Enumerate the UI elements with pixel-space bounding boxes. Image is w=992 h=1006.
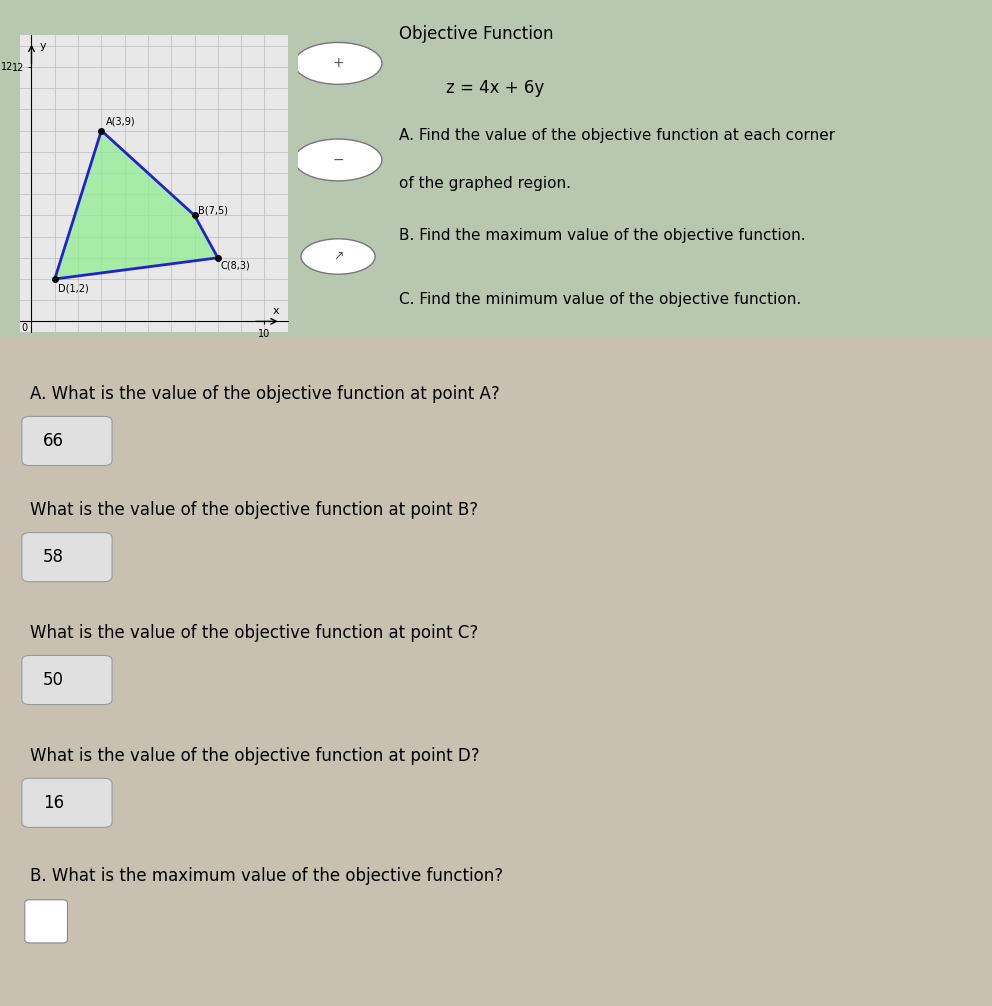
Text: +: +	[332, 56, 344, 70]
Text: A. Find the value of the objective function at each corner: A. Find the value of the objective funct…	[399, 128, 835, 143]
Text: D(1,2): D(1,2)	[59, 284, 89, 294]
Text: −: −	[332, 153, 344, 167]
Text: x: x	[273, 306, 280, 316]
Text: 12: 12	[0, 62, 13, 72]
FancyBboxPatch shape	[22, 532, 112, 581]
Text: 66: 66	[43, 432, 63, 450]
Text: B(7,5): B(7,5)	[198, 205, 228, 215]
Text: Objective Function: Objective Function	[399, 25, 554, 42]
FancyBboxPatch shape	[22, 656, 112, 704]
Text: C(8,3): C(8,3)	[220, 261, 250, 271]
Text: ↗: ↗	[333, 250, 343, 263]
FancyBboxPatch shape	[22, 416, 112, 466]
FancyBboxPatch shape	[22, 779, 112, 827]
Text: What is the value of the objective function at point B?: What is the value of the objective funct…	[30, 501, 478, 519]
Circle shape	[301, 238, 375, 275]
Text: 50: 50	[43, 671, 63, 689]
Text: What is the value of the objective function at point C?: What is the value of the objective funct…	[30, 624, 478, 642]
FancyBboxPatch shape	[25, 899, 67, 943]
Polygon shape	[55, 131, 218, 279]
Text: of the graphed region.: of the graphed region.	[399, 176, 570, 191]
Text: 16: 16	[43, 794, 63, 812]
Text: y: y	[40, 41, 47, 51]
Text: A. What is the value of the objective function at point A?: A. What is the value of the objective fu…	[30, 385, 500, 403]
Text: C. Find the minimum value of the objective function.: C. Find the minimum value of the objecti…	[399, 292, 801, 307]
Text: z = 4x + 6y: z = 4x + 6y	[446, 79, 545, 98]
Circle shape	[295, 42, 382, 85]
Text: B. Find the maximum value of the objective function.: B. Find the maximum value of the objecti…	[399, 227, 806, 242]
Text: What is the value of the objective function at point D?: What is the value of the objective funct…	[30, 747, 479, 765]
Text: 0: 0	[22, 323, 28, 333]
Text: A(3,9): A(3,9)	[106, 117, 136, 126]
Circle shape	[295, 139, 382, 181]
Text: B. What is the maximum value of the objective function?: B. What is the maximum value of the obje…	[30, 866, 503, 884]
Text: 58: 58	[43, 548, 63, 565]
